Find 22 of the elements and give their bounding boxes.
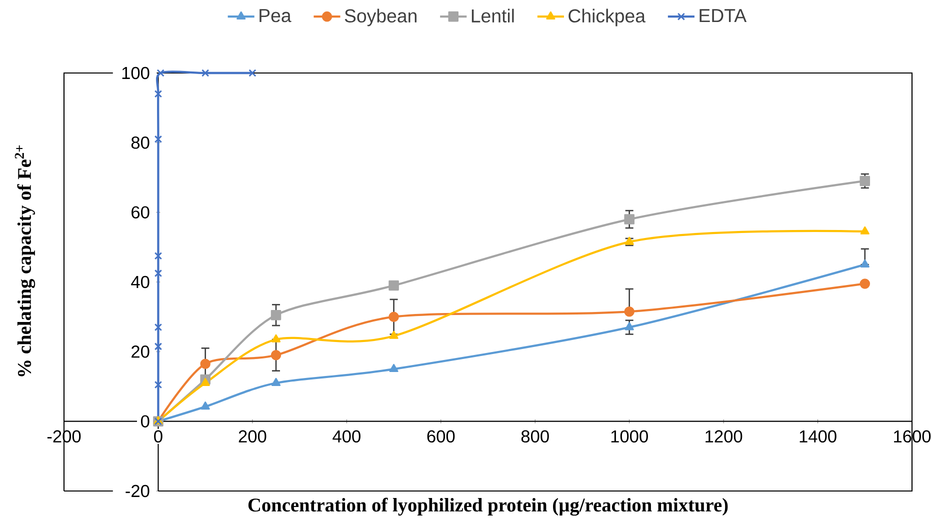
y-tick-label: 0 xyxy=(140,415,150,428)
x-tick-label: 1000 xyxy=(611,430,648,443)
y-tick-label: -20 xyxy=(126,484,150,498)
x-tick-label: 1200 xyxy=(706,430,742,443)
y-tick-label: 80 xyxy=(131,136,150,149)
y-tick-label: 100 xyxy=(122,66,150,80)
x-tick-label: 1400 xyxy=(800,430,836,443)
x-tick-label: 200 xyxy=(238,430,266,443)
legend-label: Soybean xyxy=(344,8,416,26)
legend-label: EDTA xyxy=(700,9,747,22)
y-tick-label: 20 xyxy=(132,346,150,358)
y-axis-title: % chelating capacity of Fe$^{2+}$ xyxy=(14,145,36,376)
legend-label: Pea xyxy=(260,9,292,22)
legend-label: Chickpea xyxy=(568,8,646,26)
x-tick-label: 400 xyxy=(332,430,360,443)
x-tick-label: 600 xyxy=(427,430,455,443)
y-tick-label: 60 xyxy=(132,206,150,218)
legend-label: Lentil xyxy=(472,8,514,23)
x-axis-title: Concentration of lyophilized protein (µg/reaction mixture) xyxy=(248,498,728,516)
x-tick-label: 800 xyxy=(521,430,549,443)
y-tick-label: 40 xyxy=(131,276,150,288)
x-tick-label: 0 xyxy=(154,430,162,443)
